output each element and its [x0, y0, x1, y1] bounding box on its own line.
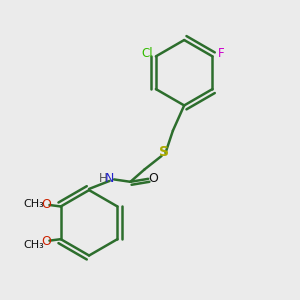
Text: O: O [148, 172, 158, 185]
Text: CH₃: CH₃ [24, 240, 44, 250]
Text: Cl: Cl [141, 47, 153, 60]
Text: O: O [42, 198, 51, 211]
Text: H: H [99, 172, 107, 185]
Text: O: O [42, 235, 51, 248]
Text: N: N [105, 172, 114, 185]
Text: F: F [218, 47, 224, 60]
Text: S: S [159, 146, 169, 159]
Text: CH₃: CH₃ [24, 199, 44, 209]
